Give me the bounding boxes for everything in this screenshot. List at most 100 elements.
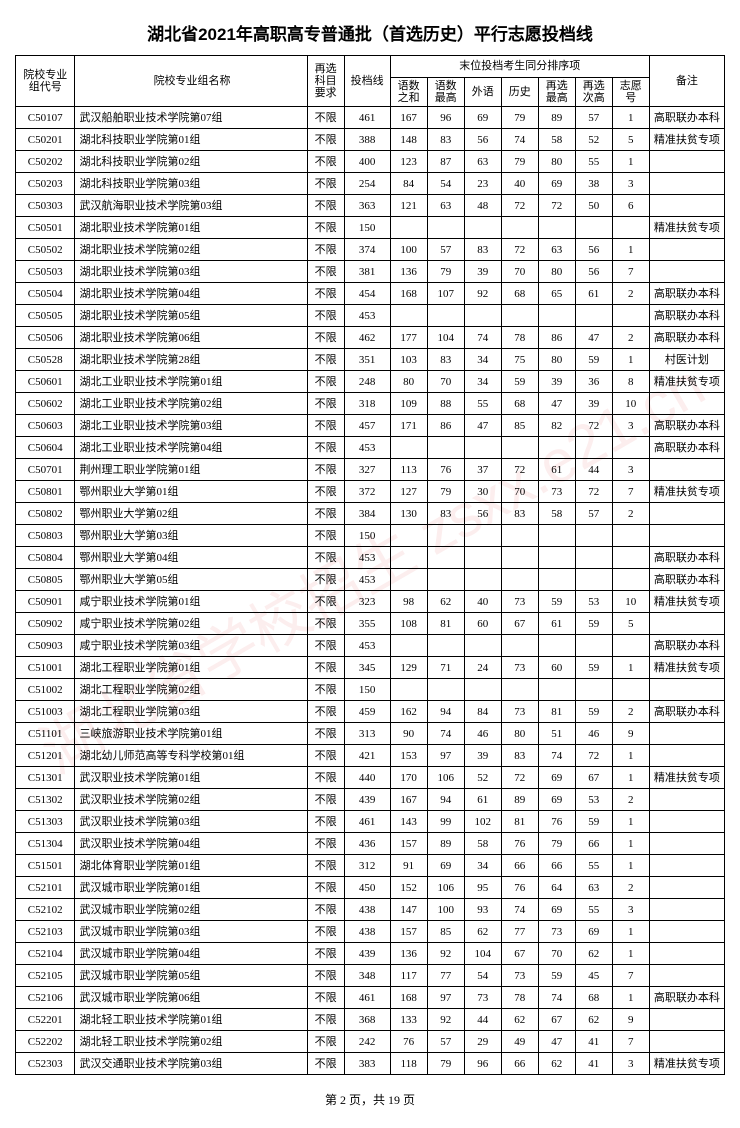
cell-name: 鄂州职业大学第01组 bbox=[75, 481, 307, 503]
cell-req: 不限 bbox=[307, 481, 344, 503]
table-row: C50107武汉船舶职业技术学院第07组不限46116796697989571高… bbox=[16, 107, 725, 129]
table-row: C50202湖北科技职业学院第02组不限40012387637980551 bbox=[16, 151, 725, 173]
cell-s7: 2 bbox=[612, 701, 649, 723]
cell-s1 bbox=[390, 437, 427, 459]
cell-s2: 71 bbox=[427, 657, 464, 679]
cell-code: C51301 bbox=[16, 767, 75, 789]
cell-s2: 83 bbox=[427, 349, 464, 371]
cell-note bbox=[649, 921, 724, 943]
cell-name: 湖北职业技术学院第05组 bbox=[75, 305, 307, 327]
cell-s2: 88 bbox=[427, 393, 464, 415]
cell-s1 bbox=[390, 635, 427, 657]
th-s3: 外语 bbox=[464, 78, 501, 107]
cell-s6: 41 bbox=[575, 1053, 612, 1075]
table-row: C50502湖北职业技术学院第02组不限37410057837263561 bbox=[16, 239, 725, 261]
cell-req: 不限 bbox=[307, 591, 344, 613]
th-s1: 语数之和 bbox=[390, 78, 427, 107]
cell-s4: 83 bbox=[501, 503, 538, 525]
cell-score: 345 bbox=[344, 657, 390, 679]
cell-s1 bbox=[390, 525, 427, 547]
cell-note bbox=[649, 173, 724, 195]
cell-code: C50902 bbox=[16, 613, 75, 635]
table-row: C51301武汉职业技术学院第01组不限440170106527269671精准… bbox=[16, 767, 725, 789]
th-s7: 志愿号 bbox=[612, 78, 649, 107]
cell-s3: 92 bbox=[464, 283, 501, 305]
cell-s5 bbox=[538, 437, 575, 459]
cell-s1: 108 bbox=[390, 613, 427, 635]
cell-s1: 157 bbox=[390, 921, 427, 943]
cell-s6: 57 bbox=[575, 107, 612, 129]
cell-s7: 5 bbox=[612, 129, 649, 151]
cell-s2: 63 bbox=[427, 195, 464, 217]
cell-s6: 36 bbox=[575, 371, 612, 393]
cell-s7: 6 bbox=[612, 195, 649, 217]
cell-note: 精准扶贫专项 bbox=[649, 1053, 724, 1075]
table-row: C50603湖北工业职业技术学院第03组不限45717186478582723高… bbox=[16, 415, 725, 437]
cell-code: C50805 bbox=[16, 569, 75, 591]
cell-code: C50203 bbox=[16, 173, 75, 195]
cell-s6: 62 bbox=[575, 1009, 612, 1031]
th-rank-group: 末位投档考生同分排序项 bbox=[390, 56, 649, 78]
cell-score: 318 bbox=[344, 393, 390, 415]
cell-score: 461 bbox=[344, 107, 390, 129]
cell-s6: 59 bbox=[575, 349, 612, 371]
cell-code: C52101 bbox=[16, 877, 75, 899]
cell-s5: 63 bbox=[538, 239, 575, 261]
cell-s3: 24 bbox=[464, 657, 501, 679]
cell-code: C51501 bbox=[16, 855, 75, 877]
cell-note bbox=[649, 965, 724, 987]
cell-s4 bbox=[501, 569, 538, 591]
cell-s3: 44 bbox=[464, 1009, 501, 1031]
cell-s2: 77 bbox=[427, 965, 464, 987]
table-row: C50701荆州理工职业学院第01组不限32711376377261443 bbox=[16, 459, 725, 481]
cell-s2: 86 bbox=[427, 415, 464, 437]
cell-s3: 56 bbox=[464, 129, 501, 151]
cell-name: 武汉城市职业学院第03组 bbox=[75, 921, 307, 943]
cell-s4: 85 bbox=[501, 415, 538, 437]
cell-s5: 73 bbox=[538, 921, 575, 943]
cell-s7 bbox=[612, 679, 649, 701]
table-row: C50803鄂州职业大学第03组不限150 bbox=[16, 525, 725, 547]
cell-s7: 2 bbox=[612, 327, 649, 349]
cell-s5: 72 bbox=[538, 195, 575, 217]
cell-s1: 177 bbox=[390, 327, 427, 349]
cell-code: C52106 bbox=[16, 987, 75, 1009]
cell-name: 湖北科技职业学院第02组 bbox=[75, 151, 307, 173]
cell-name: 鄂州职业大学第05组 bbox=[75, 569, 307, 591]
cell-note: 高职联办本科 bbox=[649, 415, 724, 437]
cell-name: 武汉职业技术学院第03组 bbox=[75, 811, 307, 833]
cell-req: 不限 bbox=[307, 789, 344, 811]
cell-s6: 66 bbox=[575, 833, 612, 855]
cell-name: 湖北职业技术学院第01组 bbox=[75, 217, 307, 239]
table-row: C50903咸宁职业技术学院第03组不限453高职联办本科 bbox=[16, 635, 725, 657]
cell-code: C52303 bbox=[16, 1053, 75, 1075]
cell-name: 咸宁职业技术学院第03组 bbox=[75, 635, 307, 657]
cell-code: C50202 bbox=[16, 151, 75, 173]
cell-s5: 51 bbox=[538, 723, 575, 745]
cell-s6: 52 bbox=[575, 129, 612, 151]
cell-score: 327 bbox=[344, 459, 390, 481]
cell-s5: 80 bbox=[538, 261, 575, 283]
cell-code: C52102 bbox=[16, 899, 75, 921]
table-row: C50506湖北职业技术学院第06组不限462177104747886472高职… bbox=[16, 327, 725, 349]
cell-s7: 1 bbox=[612, 767, 649, 789]
cell-s1: 76 bbox=[390, 1031, 427, 1053]
cell-s4: 78 bbox=[501, 987, 538, 1009]
cell-s4: 73 bbox=[501, 591, 538, 613]
cell-name: 武汉交通职业技术学院第03组 bbox=[75, 1053, 307, 1075]
cell-s5: 58 bbox=[538, 503, 575, 525]
cell-s5: 69 bbox=[538, 789, 575, 811]
cell-s1: 133 bbox=[390, 1009, 427, 1031]
cell-s2: 70 bbox=[427, 371, 464, 393]
cell-s5: 58 bbox=[538, 129, 575, 151]
cell-code: C50802 bbox=[16, 503, 75, 525]
cell-s1: 162 bbox=[390, 701, 427, 723]
cell-s5 bbox=[538, 569, 575, 591]
cell-s1: 123 bbox=[390, 151, 427, 173]
cell-s3: 104 bbox=[464, 943, 501, 965]
table-row: C51302武汉职业技术学院第02组不限43916794618969532 bbox=[16, 789, 725, 811]
cell-s1: 117 bbox=[390, 965, 427, 987]
cell-s7: 7 bbox=[612, 965, 649, 987]
cell-s3: 93 bbox=[464, 899, 501, 921]
cell-code: C51001 bbox=[16, 657, 75, 679]
